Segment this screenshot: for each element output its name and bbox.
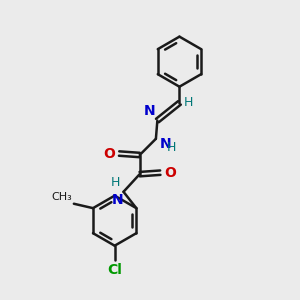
- Text: N: N: [143, 104, 155, 118]
- Text: O: O: [164, 166, 176, 180]
- Text: H: H: [111, 176, 120, 190]
- Text: N: N: [111, 193, 123, 207]
- Text: CH₃: CH₃: [52, 192, 72, 202]
- Text: O: O: [104, 146, 116, 161]
- Text: H: H: [183, 96, 193, 110]
- Text: H: H: [167, 141, 176, 154]
- Text: Cl: Cl: [107, 263, 122, 277]
- Text: N: N: [159, 137, 171, 151]
